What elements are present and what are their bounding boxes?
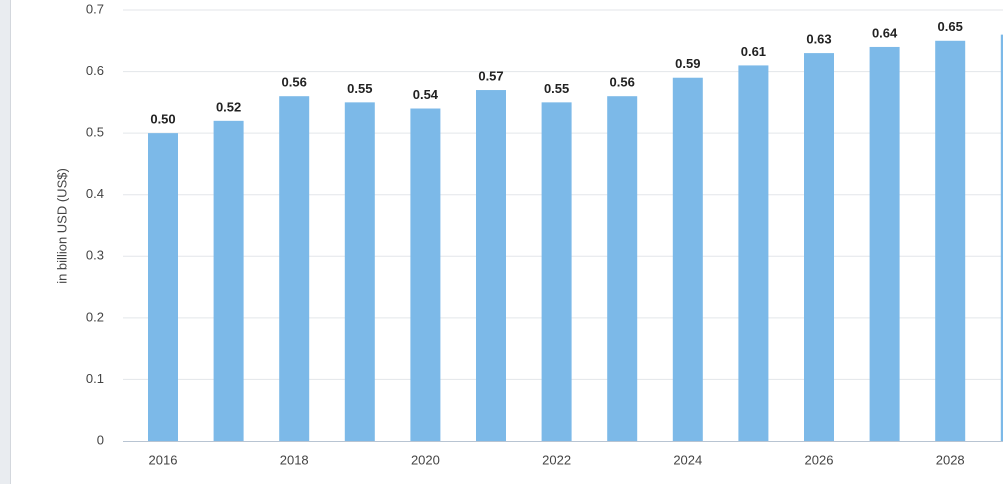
y-tick-label: 0.3 [86, 248, 104, 263]
bar [476, 90, 506, 442]
value-label: 0.50 [150, 112, 175, 127]
value-label: 0.63 [806, 32, 831, 47]
y-tick-label: 0.6 [86, 63, 104, 78]
bar [672, 77, 703, 441]
bar [344, 102, 375, 441]
bar [279, 96, 310, 441]
y-tick-label: 0.1 [86, 371, 104, 386]
y-tick-label: 0.5 [86, 125, 104, 140]
value-label: 0.64 [872, 25, 898, 40]
bar [935, 40, 966, 442]
value-label: 0.55 [544, 81, 569, 96]
y-axis-label: in billion USD (US$) [54, 168, 69, 284]
side-panel [0, 0, 10, 484]
bar [869, 46, 900, 441]
bar [541, 102, 572, 441]
bar [738, 65, 769, 442]
value-label: 0.52 [216, 99, 241, 114]
x-tick-label: 2024 [673, 452, 702, 467]
bar [213, 120, 244, 441]
value-label: 0.61 [741, 44, 766, 59]
bar [410, 108, 441, 441]
bar [1000, 34, 1003, 441]
x-tick-label: 2022 [542, 452, 571, 467]
value-label: 0.56 [610, 75, 635, 90]
x-tick-label: 2028 [936, 452, 965, 467]
y-tick-label: 0.7 [86, 1, 104, 16]
bar [607, 96, 638, 441]
value-label: 0.59 [675, 56, 700, 71]
x-tick-label: 2018 [280, 452, 309, 467]
value-label: 0.65 [938, 19, 963, 34]
bar [804, 53, 834, 441]
value-label: 0.54 [413, 87, 439, 102]
value-label: 0.55 [347, 81, 372, 96]
x-tick-label: 2016 [149, 452, 178, 467]
y-tick-label: 0 [97, 432, 104, 447]
value-label: 0.56 [282, 75, 307, 90]
y-tick-label: 0.2 [86, 309, 104, 324]
x-tick-label: 2020 [411, 452, 440, 467]
bar [148, 133, 178, 441]
value-label: 0.57 [478, 68, 503, 83]
x-tick-label: 2026 [805, 452, 834, 467]
y-tick-label: 0.4 [86, 186, 104, 201]
